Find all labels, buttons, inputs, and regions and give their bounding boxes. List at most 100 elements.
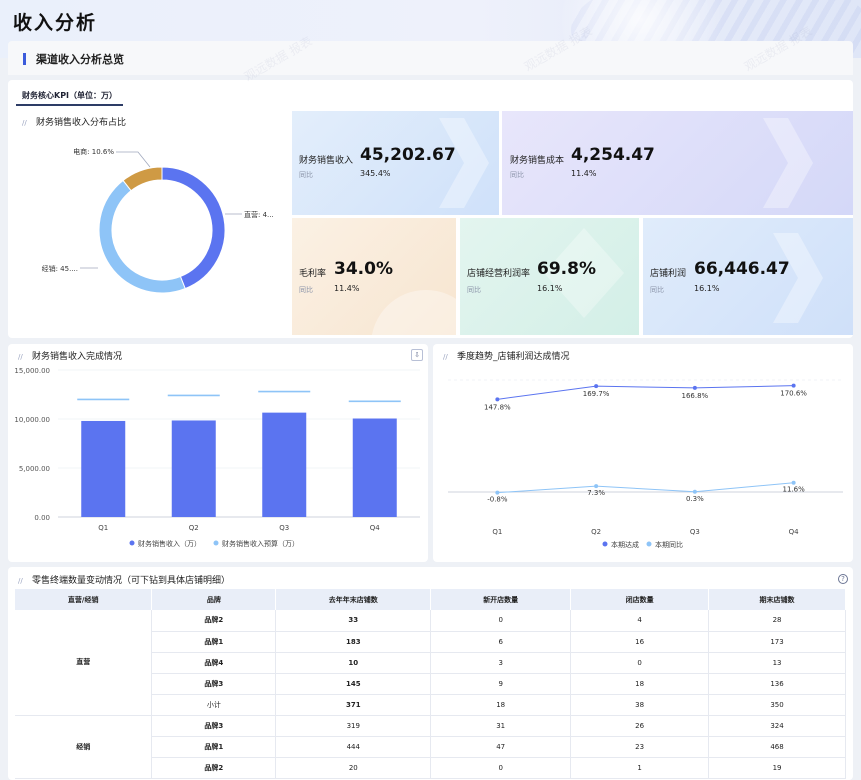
data-point[interactable] [495,490,500,495]
column-header[interactable]: 新开店数量 [430,589,572,610]
brand-cell[interactable]: 品牌3 [151,673,277,695]
donut-leader-line [116,151,151,168]
value-cell: 28 [708,610,846,632]
bar[interactable] [352,418,397,517]
bar-chart-title: //财务销售收入完成情况 [18,352,123,362]
chevron-decoration [773,233,823,323]
kpi-yoy-label: 同比 [299,286,313,294]
x-tick-label: Q1 [98,524,108,532]
table-row[interactable]: 直营 品牌2 33 0 4 28 [15,610,846,716]
value-cell: 18 [570,673,710,695]
value-cell: 26 [570,715,710,737]
column-header[interactable]: 品牌 [151,589,277,610]
y-tick-label: 0.00 [34,514,50,522]
value-cell: 1 [570,757,710,779]
legend-marker [646,541,652,547]
table-row[interactable]: 小计 371 18 38 350 [15,694,846,716]
data-point[interactable] [791,480,796,485]
group-cell: 直营 [15,610,153,716]
value-cell: 4 [570,610,710,632]
value-cell: 38 [570,694,710,716]
brand-cell[interactable]: 品牌3 [151,715,277,737]
store-count-table: 直营/经销 品牌 去年年末店铺数 新开店数量 闭店数量 期末店铺数 直营 品牌2 3… [15,589,846,779]
bar[interactable] [171,420,216,517]
value-cell: 444 [275,736,432,758]
data-point[interactable] [594,484,599,489]
legend-label: 本期达成 [611,540,639,549]
legend-marker [602,541,608,547]
donut-chart[interactable]: 直营: 4... 经销: 45.... 电商: 10.6% [20,130,290,330]
kpi-card-sales-cost[interactable]: 财务销售成本 4,254.47 同比 11.4% [502,111,853,215]
legend-label: 财务销售收入预算（万） [222,539,299,548]
value-cell: 0 [430,610,572,632]
brand-cell[interactable]: 品牌2 [151,610,277,632]
brand-cell[interactable]: 品牌4 [151,652,277,674]
table-row[interactable]: 经销 品牌3 319 31 26 324 [15,715,846,779]
kpi-label: 店铺利润 [650,269,687,279]
kpi-card-store-margin[interactable]: 店铺经营利润率 69.8% 同比 16.1% [460,218,639,335]
table-header-row: 直营/经销 品牌 去年年末店铺数 新开店数量 闭店数量 期末店铺数 [15,589,846,610]
kpi-tab[interactable]: 财务核心KPI（单位：万） [16,88,124,106]
data-point[interactable] [791,383,796,388]
table-row[interactable]: 品牌1 183 6 16 173 [15,631,846,653]
data-label: 11.6% [783,486,806,494]
donut-slice[interactable] [122,166,163,192]
donut-slice[interactable] [98,179,186,294]
brand-cell[interactable]: 小计 [151,694,277,716]
data-point[interactable] [692,489,697,494]
value-cell: 173 [708,631,846,653]
table-row[interactable]: 品牌3 145 9 18 136 [15,673,846,695]
value-cell: 371 [275,694,432,716]
x-tick-label: Q3 [690,528,700,536]
chevron-decoration [763,118,813,208]
line-chart[interactable]: 147.8% 169.7% 166.8% 170.6% -0.8% 7.3% 0.3% 11.… [433,362,853,558]
bar[interactable] [262,412,307,517]
kpi-label: 店铺经营利润率 [467,269,531,279]
brand-cell[interactable]: 品牌1 [151,736,277,758]
help-icon[interactable]: ? [838,574,848,584]
kpi-label: 财务销售收入 [299,156,354,166]
value-cell: 9 [430,673,572,695]
table-row[interactable]: 品牌1 444 47 23 468 [15,736,846,758]
brand-cell[interactable]: 品牌1 [151,631,277,653]
column-header[interactable]: 去年年末店铺数 [275,589,432,610]
chart-icon: // [443,353,448,361]
kpi-yoy-label: 同比 [467,286,481,294]
donut-label: 电商: 10.6% [73,147,114,156]
column-header[interactable]: 期末店铺数 [708,589,846,610]
section-title: 渠道收入分析总览 [36,53,124,66]
table-row[interactable]: 品牌2 20 0 1 19 [15,757,846,779]
kpi-value: 4,254.47 [571,145,655,165]
chevron-decoration [439,118,489,208]
data-point[interactable] [495,397,500,402]
legend-label: 本期同比 [655,540,683,549]
diamond-decoration [544,228,624,318]
kpi-yoy-label: 同比 [650,286,664,294]
kpi-yoy-value: 11.4% [334,284,360,293]
table-row[interactable]: 品牌4 10 3 0 13 [15,652,846,674]
download-icon[interactable]: ⇩ [411,349,423,361]
value-cell: 33 [275,610,432,632]
y-tick-label: 5,000.00 [19,465,50,473]
kpi-card-sales-revenue[interactable]: 财务销售收入 45,202.67 同比 345.4% [292,111,499,215]
column-header[interactable]: 闭店数量 [570,589,710,610]
kpi-label: 财务销售成本 [510,156,565,166]
data-label: 7.3% [587,489,605,497]
bar-chart[interactable]: 15,000.00 10,000.00 5,000.00 0.00 Q1 Q2 Q3 Q4 财务… [8,362,428,558]
donut-label: 经销: 45.... [42,264,78,273]
brand-cell[interactable]: 品牌2 [151,757,277,779]
data-point[interactable] [692,385,697,390]
data-point[interactable] [594,384,599,389]
donut-slice[interactable] [161,166,226,290]
kpi-yoy-label: 同比 [299,171,313,179]
column-header[interactable]: 直营/经销 [15,589,153,610]
kpi-yoy-value: 16.1% [694,284,720,293]
line-chart-title: //季度趋势_店铺利润达成情况 [443,352,570,362]
kpi-card-store-profit[interactable]: 店铺利润 66,446.47 同比 16.1% [643,218,853,335]
donut-title: //财务销售收入分布占比 [22,118,127,128]
data-label: 0.3% [686,495,704,503]
kpi-card-gross-margin[interactable]: 毛利率 34.0% 同比 11.4% [292,218,456,335]
bar[interactable] [81,420,126,517]
section-accent-bar [23,53,26,65]
x-tick-label: Q1 [492,528,502,536]
